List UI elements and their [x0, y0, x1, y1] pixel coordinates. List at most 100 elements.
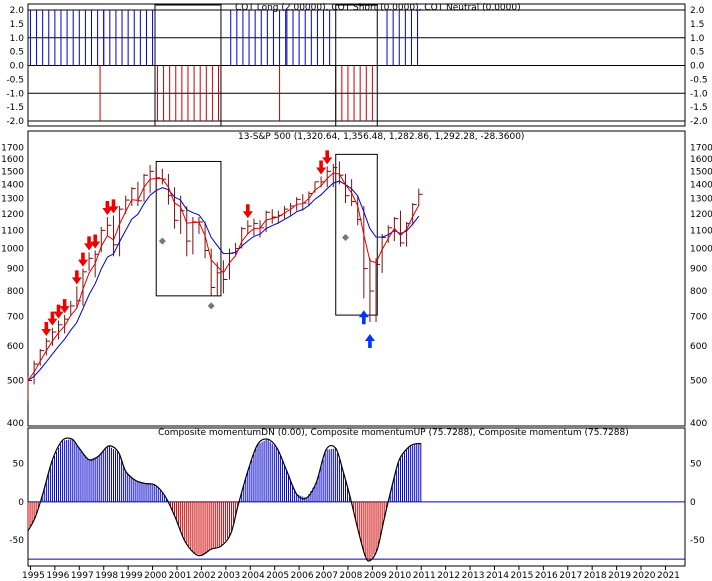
- x-tick-label: 2015: [510, 571, 533, 581]
- price-tick-label-left: 900: [7, 265, 24, 275]
- price-tick-label-left: 1600: [1, 155, 24, 165]
- price-slow-average-line: [27, 180, 420, 381]
- x-tick-label: 2006: [291, 571, 314, 581]
- cot-tick-label-left: 0.0: [10, 62, 25, 72]
- x-tick-label: 2014: [486, 571, 509, 581]
- cot-tick-label-right: 0.0: [690, 62, 705, 72]
- cot-tick-label-right: 0.5: [690, 48, 704, 58]
- cot-tick-label-left: 0.5: [10, 48, 24, 58]
- cot-panel: 2.0 1.5 1.0 0.5 0.0 -0.5 -1.0 -1.5 -2.0 2.0 1.5 1.…: [6, 3, 707, 127]
- price-tick-label-left: 1500: [1, 167, 24, 177]
- price-tick-label-left: 1700: [1, 144, 24, 154]
- x-tick-label: 2002: [193, 571, 216, 581]
- sell-signal-arrow: [84, 236, 95, 251]
- cot-highlight-box: [154, 4, 222, 127]
- sell-signal-arrow: [90, 234, 101, 249]
- x-tick-label: 2018: [584, 571, 607, 581]
- diamond-marker: [207, 302, 215, 310]
- cot-tick-label-left: -2.0: [6, 117, 24, 127]
- x-tick-label: 2010: [388, 571, 411, 581]
- price-tick-label-right: 700: [690, 312, 707, 322]
- x-tick-label: 2020: [633, 571, 656, 581]
- sell-signal-arrow: [108, 199, 119, 214]
- price-highlight-box: [155, 160, 222, 297]
- cot-tick-label-right: -0.5: [690, 75, 708, 85]
- sell-signal-arrow: [322, 150, 333, 165]
- price-tick-label-left: 1400: [1, 180, 24, 190]
- price-tick-label-left: 400: [7, 419, 24, 429]
- x-tick-label: 2021: [657, 571, 680, 581]
- x-tick-label: 2016: [535, 571, 558, 581]
- price-tick-label-left: 500: [7, 377, 24, 387]
- price-tick-label-right: 400: [690, 419, 707, 429]
- price-tick-label-right: 1400: [690, 180, 712, 190]
- cot-highlight-box: [335, 4, 378, 127]
- momentum-curve: [27, 437, 422, 562]
- cot-tick-label-right: -1.5: [690, 103, 708, 113]
- price-tick-label-left: 600: [7, 342, 24, 352]
- price-tick-label-left: 1300: [1, 195, 24, 205]
- cot-tick-label-left: -1.5: [6, 103, 24, 113]
- x-tick-label: 2001: [169, 571, 192, 581]
- price-tick-label-right: 600: [690, 342, 707, 352]
- x-tick-label: 2009: [364, 571, 387, 581]
- x-tick-label: 2017: [559, 571, 582, 581]
- sell-signal-arrow: [47, 311, 58, 326]
- buy-signal-arrow: [364, 333, 375, 348]
- sell-signal-arrow: [53, 304, 64, 319]
- x-tick-label: 2007: [315, 571, 338, 581]
- momentum-tick-label-left: -50: [9, 536, 24, 546]
- price-tick-label-right: 1200: [690, 210, 712, 220]
- price-tick-label-right: 500: [690, 377, 707, 387]
- price-fast-average-line: [27, 172, 420, 381]
- price-tick-label-right: 1100: [690, 226, 712, 236]
- cot-tick-label-left: 2.0: [10, 6, 25, 16]
- momentum-tick-label-left: 50: [13, 460, 25, 470]
- momentum-tick-label-right: -50: [690, 536, 705, 546]
- sell-signal-arrow: [242, 204, 253, 219]
- cot-tick-label-right: 1.0: [690, 34, 705, 44]
- price-tick-label-left: 700: [7, 312, 24, 322]
- x-tick-label: 2004: [242, 571, 265, 581]
- price-tick-label-right: 1600: [690, 155, 712, 165]
- x-tick-label: 2012: [437, 571, 460, 581]
- momentum-tick-label-right: 0: [690, 498, 696, 508]
- sell-signal-arrow: [41, 322, 52, 337]
- x-tick-label: 2003: [217, 571, 240, 581]
- sell-signal-arrow: [59, 299, 70, 314]
- cot-tick-label-left: 1.5: [10, 20, 24, 30]
- momentum-panel: 50 0 -50 50 0 -50 Composite momentumDN (0.00…: [9, 427, 705, 567]
- price-tick-label-right: 900: [690, 265, 707, 275]
- cot-tick-label-right: 1.5: [690, 20, 704, 30]
- momentum-tick-label-left: 0: [18, 498, 24, 508]
- cot-tick-label-right: -2.0: [690, 117, 708, 127]
- momentum-title: Composite momentumDN (0.00), Composite m…: [158, 428, 629, 438]
- sell-signal-arrow: [77, 252, 88, 267]
- x-tick-label: 2013: [462, 571, 485, 581]
- x-tick-label: 1999: [120, 571, 143, 581]
- price-tick-label-right: 1700: [690, 144, 712, 154]
- price-tick-label-left: 1200: [1, 210, 24, 220]
- diamond-marker: [342, 233, 350, 241]
- x-tick-label: 2011: [413, 571, 436, 581]
- price-tick-label-right: 1000: [690, 245, 712, 255]
- price-tick-label-left: 1000: [1, 245, 24, 255]
- x-axis: 1995 1996 1997 1998 1999 2000 2001 2002 2003 2004…: [22, 565, 685, 581]
- x-tick-label: 2019: [608, 571, 631, 581]
- price-tick-label-left: 1100: [1, 226, 24, 236]
- sell-signal-arrow: [71, 270, 82, 285]
- x-tick-label: 1995: [22, 571, 45, 581]
- price-panel: 400 500 600 700 800 900 1000 1100 1200 1300 1400 15…: [1, 130, 712, 429]
- price-tick-label-right: 1300: [690, 195, 712, 205]
- x-tick-label: 1996: [46, 571, 69, 581]
- price-tick-label-right: 800: [690, 287, 707, 297]
- price-tick-label-right: 1500: [690, 167, 712, 177]
- x-tick-label: 2005: [266, 571, 289, 581]
- price-highlight-box: [335, 153, 378, 316]
- price-tick-label-left: 800: [7, 287, 24, 297]
- cot-title: COT Long (2.00000), COT Short (0.0000), …: [235, 3, 521, 13]
- buy-signal-arrow: [358, 310, 369, 325]
- cot-tick-label-left: -0.5: [6, 75, 24, 85]
- cot-tick-label-left: 1.0: [10, 34, 25, 44]
